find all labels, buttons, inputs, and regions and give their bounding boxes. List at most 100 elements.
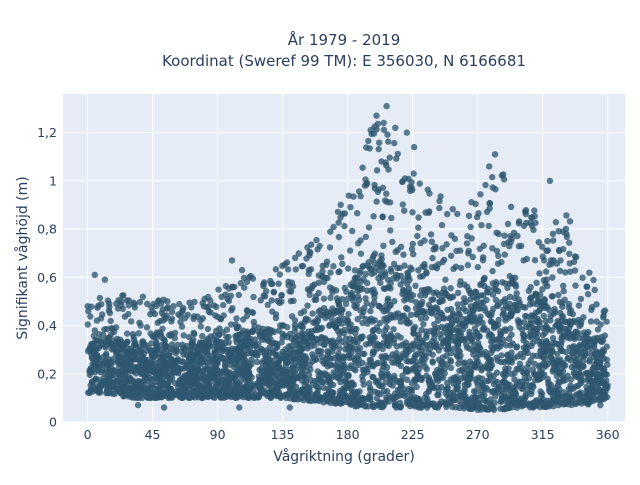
data-point [392, 271, 400, 279]
data-point [389, 238, 396, 246]
data-point [481, 404, 489, 411]
data-point [217, 315, 224, 323]
data-point [465, 381, 472, 388]
data-point [529, 366, 537, 373]
data-point [258, 365, 265, 372]
data-point [399, 201, 406, 208]
data-point [168, 341, 176, 348]
data-point [154, 319, 161, 326]
data-point [506, 404, 513, 411]
data-point [409, 401, 417, 408]
data-point [95, 302, 102, 309]
data-point [235, 291, 242, 299]
data-point [291, 317, 299, 324]
data-point [117, 376, 124, 383]
data-point [199, 385, 206, 392]
data-point [382, 271, 389, 278]
data-point [428, 264, 436, 271]
data-point [361, 403, 369, 410]
data-point [469, 401, 477, 408]
data-point [463, 344, 471, 351]
data-point [510, 280, 517, 288]
data-point [519, 385, 526, 392]
data-point [243, 386, 250, 394]
data-point [438, 384, 445, 391]
data-point [415, 267, 422, 274]
data-point [465, 250, 472, 257]
data-point [234, 332, 241, 339]
data-point [467, 303, 474, 310]
data-point [467, 223, 474, 231]
data-point [295, 390, 303, 398]
data-point [339, 260, 346, 268]
data-point [124, 358, 131, 365]
data-point [96, 294, 104, 302]
data-point [369, 348, 377, 355]
data-point [383, 102, 390, 110]
data-point [474, 263, 481, 271]
data-point [438, 221, 446, 229]
data-point [101, 276, 109, 283]
data-point [365, 259, 372, 266]
data-point [448, 252, 455, 259]
data-point [426, 377, 433, 384]
data-point [267, 392, 274, 399]
data-point [432, 243, 439, 250]
data-point [507, 342, 514, 349]
data-point [369, 373, 376, 380]
data-point [316, 395, 324, 402]
data-point [560, 362, 567, 369]
data-point [471, 363, 478, 370]
data-point [438, 311, 446, 318]
data-point [409, 209, 416, 216]
data-point [536, 298, 543, 306]
data-point [348, 385, 355, 392]
data-point [375, 381, 383, 389]
data-point [486, 312, 493, 319]
data-point [405, 358, 412, 365]
data-point [584, 400, 591, 407]
data-point [570, 258, 578, 266]
data-point [128, 318, 135, 325]
data-point [567, 382, 574, 389]
data-point [412, 298, 420, 306]
data-point [224, 349, 231, 356]
data-point [357, 278, 365, 285]
data-point [604, 384, 611, 392]
data-point [118, 342, 125, 349]
data-point [204, 351, 211, 359]
data-point [207, 297, 214, 304]
data-point [513, 404, 521, 411]
data-point [319, 379, 326, 386]
data-point [498, 258, 505, 266]
data-point [387, 311, 394, 318]
data-point [305, 270, 312, 278]
data-point [539, 331, 547, 339]
data-point [217, 393, 224, 401]
data-point [311, 342, 318, 349]
data-point [468, 338, 475, 345]
data-point [447, 315, 454, 322]
data-point [319, 268, 326, 275]
data-point [377, 342, 384, 349]
data-point [585, 387, 592, 394]
data-point [401, 390, 408, 397]
data-point [540, 312, 547, 320]
data-point [419, 339, 426, 347]
data-point [455, 360, 462, 367]
data-point [489, 346, 496, 354]
data-point [272, 383, 280, 390]
data-point [448, 337, 455, 344]
data-point [430, 330, 438, 337]
data-point [528, 388, 535, 395]
data-point [249, 309, 257, 316]
data-point [306, 291, 313, 298]
data-point [447, 376, 454, 383]
data-point [353, 301, 360, 309]
data-point [533, 334, 541, 341]
data-point [134, 401, 142, 409]
data-point [535, 371, 542, 378]
data-point [511, 294, 518, 302]
data-point [573, 391, 580, 398]
data-point [157, 353, 164, 360]
